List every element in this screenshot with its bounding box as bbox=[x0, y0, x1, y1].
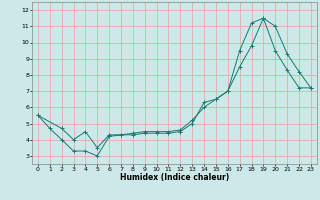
X-axis label: Humidex (Indice chaleur): Humidex (Indice chaleur) bbox=[120, 173, 229, 182]
